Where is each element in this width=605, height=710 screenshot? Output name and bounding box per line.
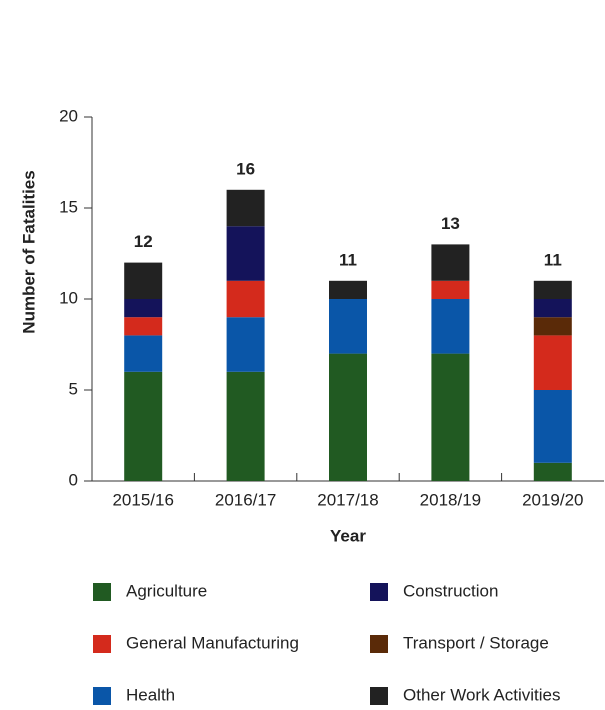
y-tick-label: 5 <box>69 379 78 398</box>
y-tick-label: 15 <box>59 197 78 216</box>
legend-swatch <box>370 583 388 601</box>
bar-segment <box>226 371 265 481</box>
bar-segment <box>533 390 572 463</box>
bar-segment <box>226 317 265 372</box>
bar-segment <box>533 299 572 318</box>
bar-segment <box>533 335 572 390</box>
bar-segment <box>124 317 163 336</box>
x-tick-label: 2019/20 <box>522 490 583 509</box>
legend-swatch <box>370 687 388 705</box>
y-axis-label: Number of Fatalities <box>19 170 38 333</box>
bar-segment <box>431 353 470 481</box>
bar-segment <box>431 244 470 281</box>
total-label: 13 <box>441 214 460 233</box>
bar-segment <box>533 280 572 299</box>
total-label: 11 <box>339 250 357 269</box>
legend-swatch <box>93 583 111 601</box>
legend-label: Agriculture <box>126 581 207 600</box>
y-tick-label: 10 <box>59 288 78 307</box>
x-tick-label: 2015/16 <box>112 490 173 509</box>
y-tick-label: 20 <box>59 106 78 125</box>
bar-segment <box>226 226 265 281</box>
bar-segment <box>226 280 265 318</box>
total-label: 12 <box>134 232 153 251</box>
bar-segment <box>124 262 163 299</box>
bar-segment <box>431 299 470 354</box>
x-tick-label: 2018/19 <box>420 490 481 509</box>
bar-segment <box>226 189 265 227</box>
bar-segment <box>329 280 367 299</box>
bar-segment <box>431 280 470 299</box>
bar-segment <box>329 299 367 354</box>
x-tick-label: 2017/18 <box>317 490 378 509</box>
bar-segment <box>533 462 572 481</box>
legend-label: Other Work Activities <box>403 685 560 704</box>
legend-label: General Manufacturing <box>126 633 299 652</box>
legend-label: Transport / Storage <box>403 633 549 652</box>
x-tick-label: 2016/17 <box>215 490 276 509</box>
legend-swatch <box>93 687 111 705</box>
legend-swatch <box>370 635 388 653</box>
legend-label: Health <box>126 685 175 704</box>
legend-swatch <box>93 635 111 653</box>
y-tick-label: 0 <box>69 470 78 489</box>
bar-segment <box>124 299 163 318</box>
bar-segment <box>533 317 572 336</box>
total-label: 16 <box>236 159 255 178</box>
bar-segment <box>124 371 163 481</box>
x-axis-label: Year <box>330 526 366 545</box>
bar-segment <box>124 335 163 372</box>
legend-label: Construction <box>403 581 498 600</box>
bar-segment <box>329 353 367 481</box>
total-label: 11 <box>544 250 562 269</box>
